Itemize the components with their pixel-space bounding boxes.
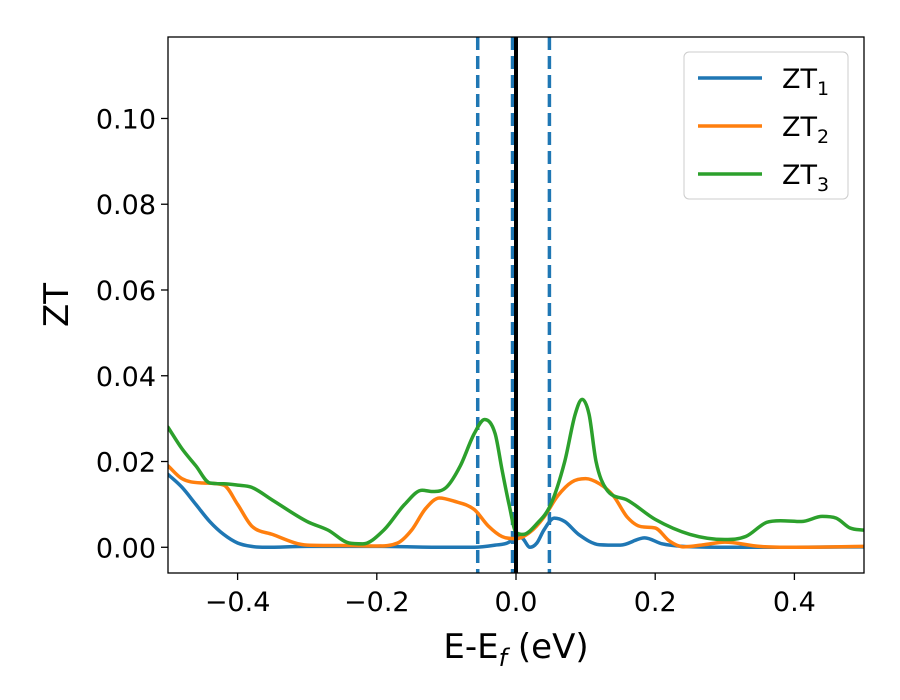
- y-axis: 0.00 0.02 0.04 0.06 0.08 0.10: [96, 104, 168, 564]
- x-axis: −0.4 −0.2 0.0 0.2 0.4: [205, 573, 816, 618]
- legend: ZT1 ZT2 ZT3: [683, 51, 849, 200]
- y-tick-label: 0.02: [96, 448, 156, 479]
- x-axis-label: E-Ef (eV): [443, 627, 588, 672]
- x-tick-label: 0.2: [634, 587, 677, 618]
- y-tick-label: 0.08: [96, 190, 156, 221]
- y-tick-label: 0.04: [96, 362, 156, 393]
- legend-label-zt3: ZT3: [782, 160, 829, 196]
- series-line-zt3: [168, 397, 864, 546]
- series-layer: [168, 397, 864, 550]
- series-line-zt2: [168, 464, 864, 550]
- y-tick-label: 0.10: [96, 104, 156, 135]
- x-tick-label: 0.4: [773, 587, 816, 618]
- y-tick-label: 0.00: [96, 533, 156, 564]
- x-tick-label: −0.4: [205, 587, 271, 618]
- x-tick-label: −0.2: [344, 587, 410, 618]
- legend-frame: [683, 51, 849, 200]
- legend-label-zt2: ZT2: [782, 112, 829, 148]
- legend-label-zt1: ZT1: [782, 64, 829, 100]
- y-tick-label: 0.06: [96, 276, 156, 307]
- y-axis-label: ZT: [37, 283, 77, 327]
- reference-lines: [475, 37, 552, 573]
- x-tick-label: 0.0: [495, 587, 538, 618]
